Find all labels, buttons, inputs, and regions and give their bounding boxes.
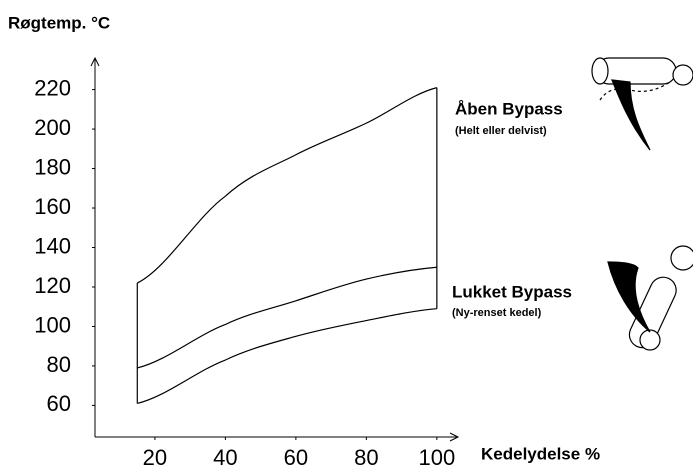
y-tick-label: 120: [34, 273, 71, 298]
annotation-subtext: (Ny-renset kedel): [452, 307, 542, 319]
x-tick-label: 100: [418, 445, 455, 466]
y-tick-label: 220: [34, 75, 71, 100]
y-tick-label: 100: [34, 312, 71, 337]
y-tick-label: 140: [34, 233, 71, 258]
x-tick-label: 60: [284, 445, 308, 466]
y-axis-label: Røgtemp. °C: [8, 13, 110, 32]
x-tick-label: 20: [143, 445, 167, 466]
y-tick-label: 160: [34, 194, 71, 219]
y-tick-label: 60: [47, 391, 71, 416]
annotation-subtext: (Helt eller delvist): [455, 125, 547, 137]
y-tick-label: 180: [34, 154, 71, 179]
annotation: Åben Bypass: [455, 99, 563, 118]
line: [137, 88, 437, 283]
line: [137, 267, 437, 368]
y-tick-label: 200: [34, 115, 71, 140]
closed-valve-icon: [608, 246, 693, 352]
x-axis-label: Kedelydelse %: [481, 444, 600, 463]
x-tick-label: 40: [213, 445, 237, 466]
open-valve-icon: [592, 58, 693, 150]
line: [137, 309, 437, 404]
x-tick-label: 80: [354, 445, 378, 466]
chart: Røgtemp. °C Kedelydelse % Åben Bypass (H…: [0, 0, 693, 466]
y-tick-label: 80: [47, 352, 71, 377]
annotation: Lukket Bypass: [452, 282, 572, 301]
page: Røgtemp. °C Kedelydelse % Åben Bypass (H…: [0, 0, 693, 466]
